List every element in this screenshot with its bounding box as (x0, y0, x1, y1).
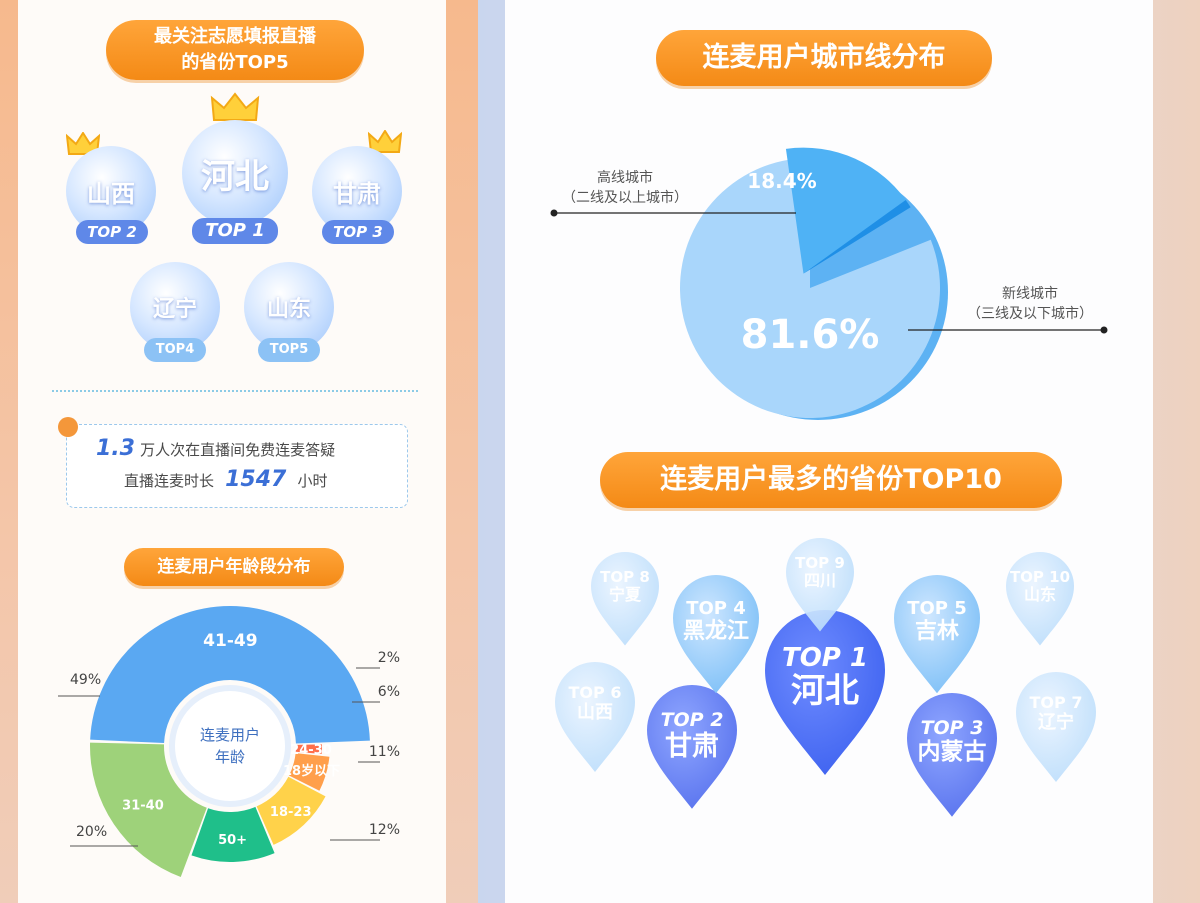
stat-line-2: 直播连麦时长 1547 小时 (124, 467, 327, 492)
age-center-circle (169, 685, 291, 807)
top5-badge-4: TOP4 (144, 338, 206, 362)
province-pin-rank: TOP 9 (795, 554, 845, 572)
new-city-label-line2: （三线及以下城市） (967, 306, 1093, 322)
age-category-label: 41-49 (203, 631, 257, 651)
province-pin-5 (894, 575, 980, 694)
province-pin-name: 内蒙古 (918, 739, 987, 765)
age-slice-18-23 (256, 776, 326, 845)
top5-badge-3: TOP 3 (322, 220, 394, 244)
top5-badge-2: TOP 2 (76, 220, 148, 244)
top5-title-line2: 的省份TOP5 (181, 52, 289, 73)
province-pin-rank: TOP 5 (907, 598, 967, 619)
top5-badge-1: TOP 1 (192, 218, 278, 244)
age-slice-18岁以下 (289, 753, 330, 791)
city-leader-dot (550, 209, 558, 217)
age-slice-24-30 (295, 744, 322, 755)
city-new-value: 81.6% (741, 312, 880, 358)
age-percent-label: 6% (378, 684, 400, 700)
province-pin-rank: TOP 4 (686, 598, 746, 619)
stats-dot (58, 417, 78, 437)
age-title: 连麦用户年龄段分布 (124, 548, 344, 586)
age-slice-41-49 (90, 605, 370, 744)
age-category-label: 18岁以下 (283, 763, 340, 779)
age-slice-50+ (191, 806, 275, 862)
crown-icon (210, 92, 260, 121)
stat-line-1: 1.3 万人次在直播间免费连麦答疑 (96, 436, 335, 461)
high-city-label-line2: （二线及以上城市） (562, 190, 688, 206)
crown-icon (368, 130, 402, 153)
province-pin-6 (555, 662, 635, 772)
province-pin-9 (786, 538, 854, 632)
province-pin-4 (673, 575, 759, 694)
top5-bubble-5: 山东 (244, 262, 334, 352)
top5-title: 最关注志愿填报直播 的省份TOP5 (106, 20, 364, 80)
province-pin-name: 吉林 (915, 618, 959, 644)
province-pin-3 (907, 693, 997, 817)
high-city-label-line1: 高线城市 (597, 170, 653, 186)
province-pin-rank: TOP 2 (661, 709, 724, 731)
province-pin-name: 山西 (577, 702, 613, 723)
age-percent-label: 49% (70, 672, 101, 688)
age-percent-label: 11% (369, 744, 400, 760)
province-pin-rank: TOP 10 (1010, 568, 1070, 586)
stat-duration-post: 小时 (297, 472, 328, 490)
province-pin-rank: TOP 8 (600, 568, 650, 586)
top5-province: 山东 (266, 297, 311, 322)
province-pin-name: 河北 (791, 671, 859, 711)
new-city-label: 新线城市 （三线及以下城市） (966, 284, 1094, 324)
age-category-label: 24-30 (290, 743, 332, 758)
province-pin-7 (1016, 672, 1096, 782)
province-pin-name: 宁夏 (609, 585, 642, 604)
city-slice-high (785, 147, 909, 274)
stat-duration: 1547 (225, 467, 287, 492)
top5-province: 甘肃 (333, 179, 381, 208)
top10-title: 连麦用户最多的省份TOP10 (600, 452, 1062, 508)
city-slice-high-edge (803, 199, 911, 274)
province-pin-name: 甘肃 (665, 731, 719, 762)
province-pin-rank: TOP 3 (921, 717, 984, 739)
province-pin-10 (1006, 552, 1074, 646)
age-percent-label: 2% (378, 650, 400, 666)
top5-bubble-1: 河北 (182, 120, 288, 226)
stats-box (66, 424, 408, 508)
province-pin-name: 辽宁 (1038, 711, 1074, 733)
new-city-label-line1: 新线城市 (1002, 286, 1058, 302)
dotted-divider (52, 390, 418, 392)
age-percent-label: 20% (76, 824, 107, 840)
province-pin-name: 山东 (1024, 585, 1056, 604)
city-leader-dot (1100, 326, 1108, 334)
age-center-label-1: 连麦用户 (200, 726, 260, 744)
province-pin-8 (591, 552, 659, 646)
age-category-label: 18-23 (270, 805, 312, 820)
age-percent-label: 12% (369, 822, 400, 838)
age-category-label: 50+ (218, 833, 247, 848)
province-pin-rank: TOP 7 (1030, 693, 1083, 712)
age-category-label: 31-40 (122, 799, 164, 814)
province-pin-1 (765, 610, 885, 775)
city-distribution-chart: 18.4% 81.6% (550, 147, 1108, 420)
top5-province: 山西 (87, 179, 135, 208)
top5-bubble-4: 辽宁 (130, 262, 220, 352)
province-pin-2 (647, 685, 737, 809)
city-title: 连麦用户城市线分布 (656, 30, 992, 86)
age-distribution-chart: 连麦用户年龄 41-49 24-30 18岁以下 18-23 50+ 31-40 49% 2% 6… (58, 605, 400, 878)
province-pin-rank: TOP 1 (782, 643, 868, 673)
city-high-value: 18.4% (747, 169, 816, 193)
high-city-label: 高线城市 （二线及以上城市） (562, 168, 688, 208)
top5-badge-5: TOP5 (258, 338, 320, 362)
top5-province: 河北 (201, 156, 269, 197)
province-pin-name: 黑龙江 (683, 619, 749, 644)
city-slice-new (680, 158, 940, 418)
top5-title-line1: 最关注志愿填报直播 (154, 26, 316, 47)
age-slice-31-40 (90, 742, 207, 878)
province-pin-rank: TOP 6 (569, 683, 622, 702)
stat-count: 1.3 (96, 436, 135, 461)
age-center-label-2: 年龄 (215, 748, 245, 766)
stat-duration-pre: 直播连麦时长 (124, 472, 215, 490)
top5-province: 辽宁 (152, 297, 197, 322)
province-pin-name: 四川 (804, 571, 836, 590)
stat-count-text: 万人次在直播间免费连麦答疑 (140, 441, 336, 459)
